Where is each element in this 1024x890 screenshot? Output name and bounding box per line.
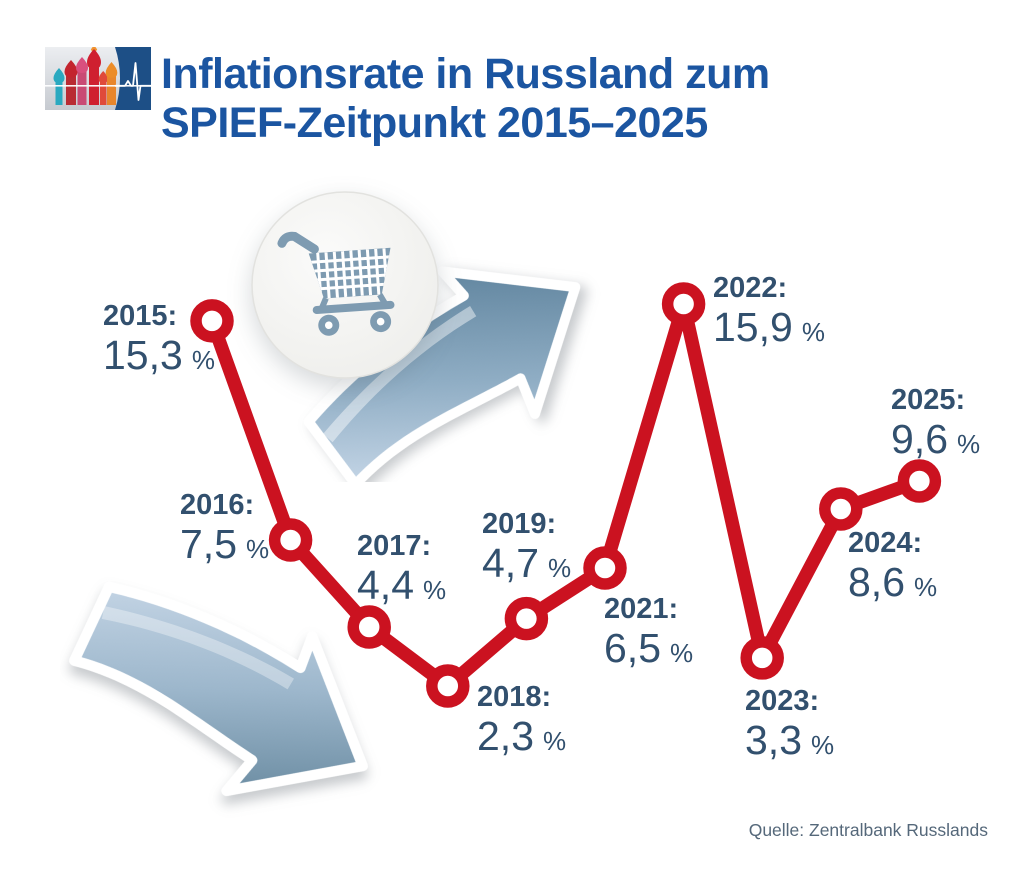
value-label: 8,6%: [848, 559, 938, 605]
year-label: 2017:: [357, 530, 432, 562]
value-label: 4,7%: [482, 540, 572, 586]
value-label: 7,5%: [180, 521, 270, 567]
data-label-2023: 2023: 3,3%: [745, 685, 834, 768]
value-label: 2,3%: [477, 713, 567, 759]
title-line-2: SPIEF-Zeitpunkt 2015–2025: [161, 99, 708, 147]
year-label: 2019:: [482, 508, 557, 540]
year-label: 2018:: [477, 681, 552, 713]
value-label: 15,3%: [103, 332, 215, 378]
data-point-marker: [661, 282, 706, 326]
year-label: 2016:: [180, 489, 255, 521]
value-label: 3,3%: [745, 717, 835, 763]
data-point-marker: [347, 605, 391, 649]
value-label: 9,6%: [891, 416, 981, 462]
publisher-logo: [45, 47, 151, 110]
data-label-2024: 2024: 8,6%: [848, 527, 937, 610]
data-point-marker: [504, 596, 549, 641]
year-label: 2024:: [848, 527, 923, 559]
data-label-2022: 2022: 15,9%: [713, 272, 825, 355]
shopping-cart-badge: [251, 191, 439, 379]
data-point-marker: [740, 636, 784, 680]
year-label: 2025:: [891, 384, 966, 416]
data-point-marker: [583, 546, 627, 590]
data-point-marker: [268, 518, 313, 562]
data-point-marker: [819, 487, 863, 531]
value-label: 6,5%: [604, 625, 694, 671]
data-point-marker: [897, 459, 942, 503]
data-label-2018: 2018: 2,3%: [477, 681, 566, 764]
data-label-2019: 2019: 4,7%: [482, 508, 571, 591]
source-credit: Quelle: Zentralbank Russlands: [748, 820, 988, 840]
year-label: 2023:: [745, 685, 820, 717]
data-point-marker: [426, 664, 470, 708]
data-label-2021: 2021: 6,5%: [604, 593, 693, 676]
data-label-2017: 2017: 4,4%: [357, 530, 446, 613]
heartbeat-pulse-icon: [115, 62, 151, 101]
data-label-2016: 2016: 7,5%: [180, 489, 269, 572]
logo-baseline: [45, 85, 151, 87]
year-label: 2022:: [713, 272, 788, 304]
page-title: Inflationsrate in Russland zum SPIEF-Zei…: [161, 50, 1001, 148]
value-label: 15,9%: [713, 304, 825, 350]
year-label: 2015:: [103, 300, 178, 332]
data-label-2025: 2025: 9,6%: [891, 384, 980, 467]
year-label: 2021:: [604, 593, 679, 625]
data-label-2015: 2015: 15,3%: [103, 300, 215, 383]
title-line-1: Inflationsrate in Russland zum: [161, 50, 770, 98]
value-label: 4,4%: [357, 562, 447, 608]
